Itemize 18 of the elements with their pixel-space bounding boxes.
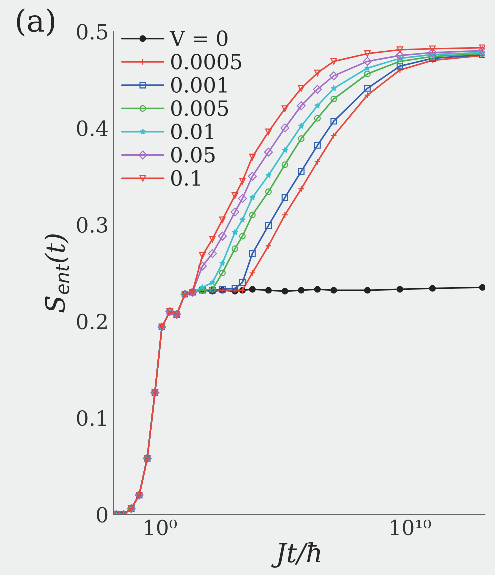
x-tick-label: 10⁰ (145, 520, 178, 536)
legend-label: 0.0005 (171, 54, 242, 70)
y-axis-title: S̄$_{ent}$(t) (44, 234, 70, 313)
legend-label: 0.01 (171, 124, 214, 140)
y-tick-label: 0.1 (77, 410, 106, 426)
y-tick-label: 0 (97, 507, 108, 523)
legend-label: 0.05 (171, 147, 215, 163)
legend-label: 0.1 (171, 170, 200, 186)
y-tick-label: 0.4 (77, 120, 108, 136)
x-axis-title: Jt/ħ (272, 542, 321, 568)
y-tick-label: 0.2 (77, 314, 107, 330)
legend-label: 0.005 (171, 100, 228, 116)
legend-label: 0.001 (171, 77, 227, 93)
text: (a) (17, 8, 54, 37)
legend-label: V = 0 (170, 30, 228, 46)
x-tick-label: 10¹⁰ (391, 520, 432, 536)
y-tick-label: 0.5 (77, 24, 108, 40)
y-tick-label: 0.3 (77, 217, 108, 234)
